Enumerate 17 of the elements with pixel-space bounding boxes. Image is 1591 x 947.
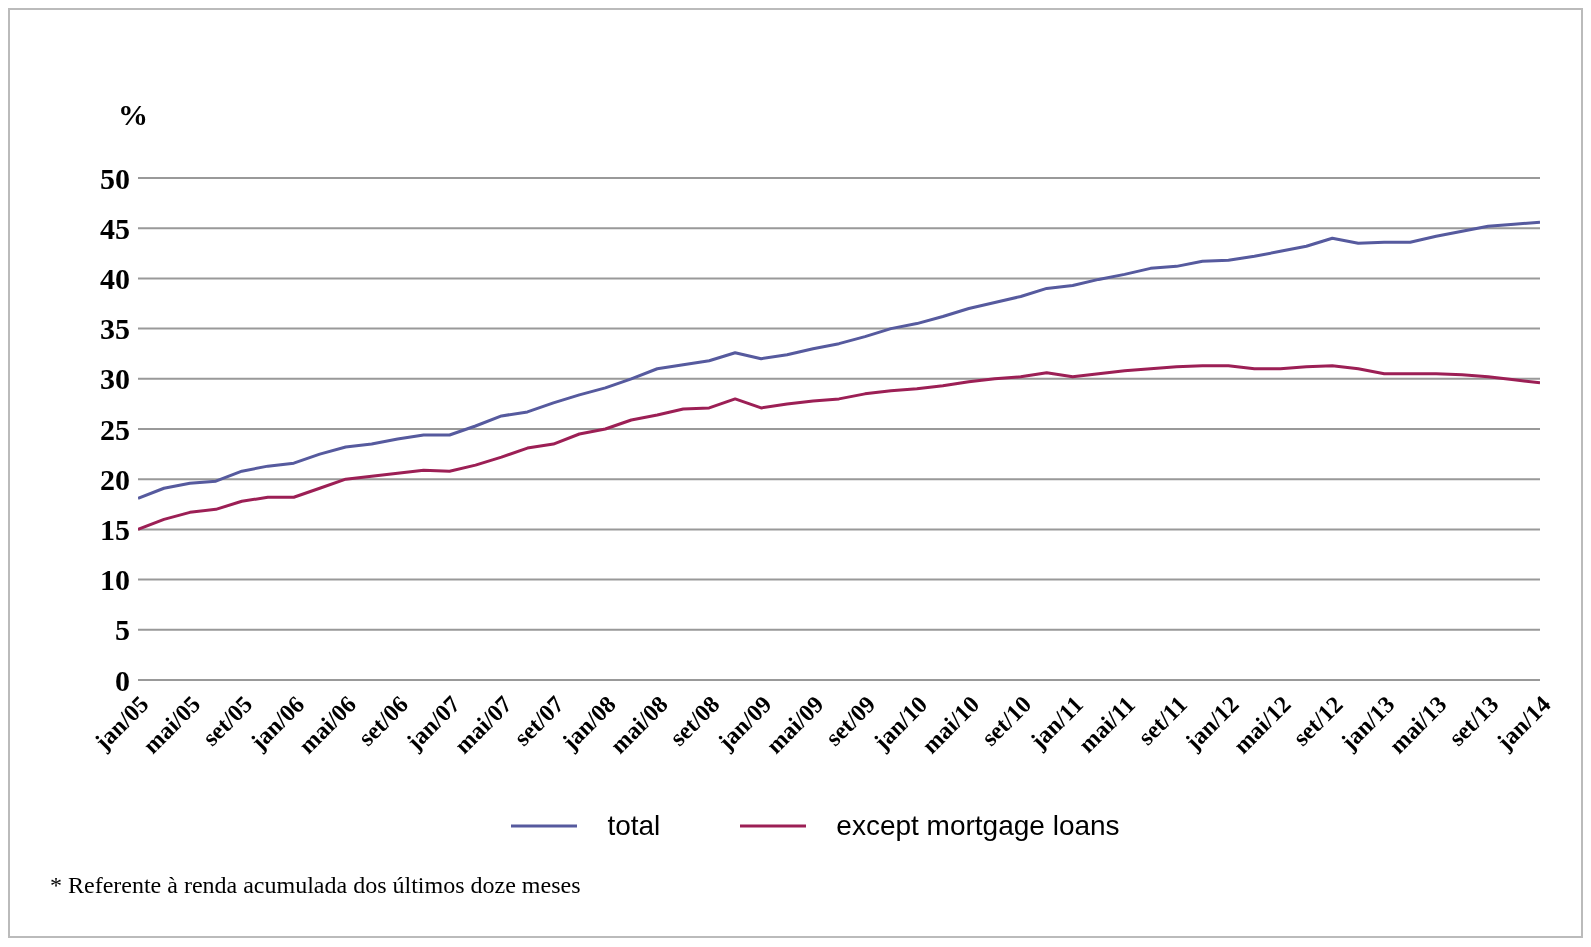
y-tick-label: 10 [100, 563, 130, 597]
legend-label: total [607, 810, 661, 842]
y-tick-label: 20 [100, 462, 130, 496]
y-axis-title: % [118, 98, 148, 132]
y-tick-label: 25 [100, 412, 130, 446]
line-series [138, 220, 1540, 500]
y-tick-label: 15 [100, 513, 130, 547]
y-tick-label: 45 [100, 211, 130, 245]
y-tick-label: 30 [100, 362, 130, 396]
y-tick-label: 50 [100, 161, 130, 195]
y-tick-label: 5 [115, 613, 130, 647]
y-tick-label: 35 [100, 312, 130, 346]
text: * Referente à renda acumulada dos últimos doze meses [50, 872, 582, 899]
y-tick-label: 40 [100, 262, 130, 296]
y-tick-label: 0 [115, 663, 130, 697]
legend-label: except mortgage loans [836, 810, 1120, 842]
line-series [138, 364, 1540, 531]
